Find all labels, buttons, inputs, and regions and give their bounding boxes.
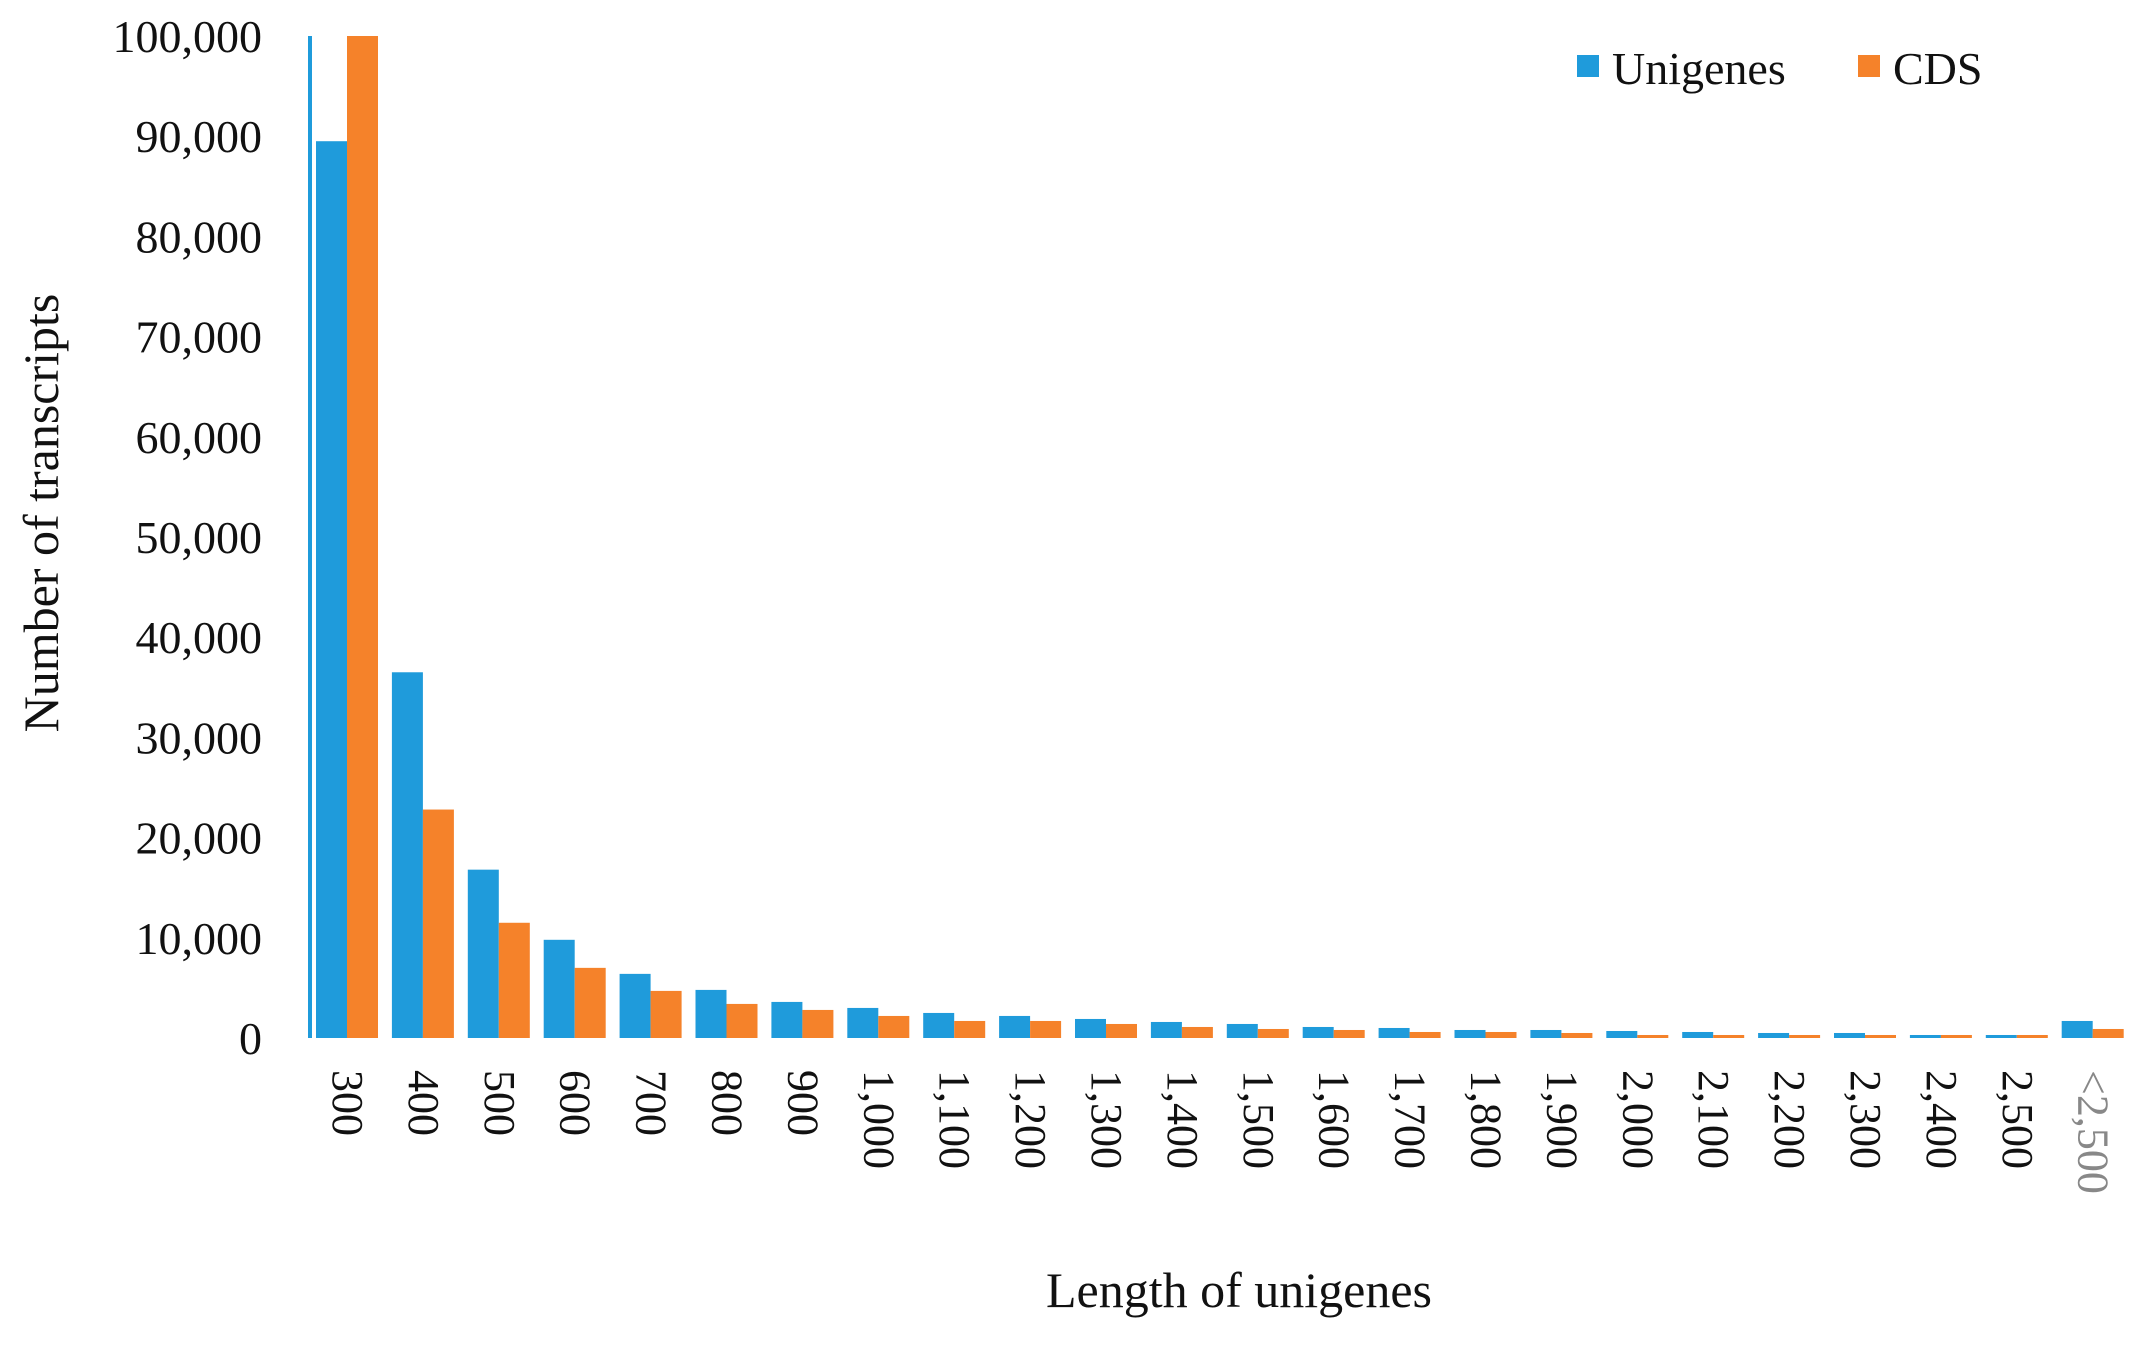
bar-cds-800	[726, 1003, 758, 1038]
legend: Unigenes CDS	[1577, 43, 1982, 94]
bar-unigenes-1800	[1454, 1029, 1486, 1038]
bar-cds-1800	[1485, 1031, 1517, 1038]
bar-unigenes-2500	[1985, 1034, 2017, 1038]
x-axis-title: Length of unigenes	[1046, 1262, 1432, 1318]
legend-swatch-cds	[1858, 55, 1880, 77]
x-tick-label: 400	[399, 1070, 448, 1136]
bar-unigenes-1300	[1075, 1018, 1106, 1038]
x-tick-label: 500	[475, 1070, 524, 1136]
bar-cds-1700	[1409, 1031, 1441, 1038]
bar-unigenes-1700	[1378, 1027, 1410, 1038]
x-tick-label: 1,600	[1310, 1070, 1359, 1169]
x-tick-label: 1,300	[1082, 1070, 1131, 1169]
bar-cds-1300	[1106, 1023, 1137, 1038]
bar-cds-1100	[954, 1020, 986, 1038]
bar-cds-1400	[1181, 1026, 1213, 1038]
bar-cds-1600	[1333, 1029, 1365, 1038]
y-tick-label: 40,000	[136, 612, 263, 663]
x-tick-label: 300	[323, 1070, 372, 1136]
x-tick-labels: 300 400 500 600 700 800 900 1,000 1,100 1,200 1,30…	[323, 1070, 2118, 1194]
bar-cds-300	[347, 36, 378, 1038]
x-tick-label: 1,400	[1158, 1070, 1207, 1169]
x-tick-label: 2,500	[1993, 1070, 2042, 1169]
y-tick-label: 80,000	[136, 211, 263, 262]
x-tick-label: <2,500	[2069, 1070, 2118, 1194]
bar-cds-1500	[1257, 1028, 1289, 1038]
bar-unigenes-1900	[1530, 1029, 1562, 1038]
bar-unigenes-900	[771, 1001, 803, 1038]
bar-unigenes-300	[316, 141, 347, 1038]
x-tick-label: 1,800	[1462, 1070, 1511, 1169]
y-tick-label: 70,000	[136, 312, 263, 363]
y-tick-label: 50,000	[136, 512, 263, 563]
x-tick-label: 2,300	[1841, 1070, 1890, 1169]
bar-unigenes-2200	[1758, 1032, 1790, 1038]
bar-cds-2300	[1865, 1034, 1896, 1038]
bar-cds-2000	[1637, 1034, 1669, 1038]
x-tick-label: 1,000	[854, 1070, 903, 1169]
x-tick-label: 900	[778, 1070, 827, 1136]
y-tick-label: 0	[239, 1013, 262, 1064]
bar-unigenes-2100	[1682, 1031, 1714, 1038]
bar-unigenes-1100	[923, 1012, 955, 1038]
x-tick-label: 1,100	[930, 1070, 979, 1169]
x-tick-label: 2,100	[1689, 1070, 1738, 1169]
legend-label-cds: CDS	[1893, 43, 1982, 94]
bar-cds-1900	[1561, 1032, 1593, 1038]
y-tick-label: 60,000	[136, 412, 263, 463]
bar-cds-2400	[1940, 1034, 1972, 1038]
x-tick-label: 2,000	[1613, 1070, 1662, 1169]
bar-unigenes-600	[543, 939, 575, 1038]
bar-unigenes-2000	[1606, 1030, 1638, 1038]
bar-cds-2500	[2016, 1034, 2048, 1038]
bar-unigenes-1200	[999, 1015, 1031, 1038]
y-tick-label: 30,000	[136, 712, 263, 763]
bar-unigenes-700	[619, 973, 651, 1038]
bar-unigenes-400	[391, 672, 423, 1038]
y-tick-labels: 0 10,000 20,000 30,000 40,000 50,000 60,000 70,…	[113, 11, 263, 1064]
bar-unigenes-1000	[847, 1007, 879, 1038]
y-tick-label: 10,000	[136, 913, 263, 964]
bar-unigenes-2400	[1909, 1034, 1941, 1038]
x-tick-label: 600	[551, 1070, 600, 1136]
bars	[316, 36, 2124, 1038]
bar-unigenes-2500	[2061, 1020, 2093, 1038]
legend-swatch-unigenes	[1577, 55, 1599, 77]
x-tick-label: 1,500	[1234, 1070, 1283, 1169]
bar-unigenes-2300	[1834, 1032, 1865, 1038]
x-tick-label: 1,900	[1537, 1070, 1586, 1169]
x-tick-label: 800	[703, 1070, 752, 1136]
bar-cds-500	[498, 922, 530, 1038]
y-tick-label: 90,000	[136, 111, 263, 162]
bar-cds-2100	[1713, 1034, 1745, 1038]
bar-cds-400	[422, 809, 454, 1038]
bar-unigenes-1500	[1226, 1023, 1258, 1038]
bar-cds-1000	[878, 1015, 910, 1038]
legend-label-unigenes: Unigenes	[1612, 43, 1786, 94]
y-tick-label: 100,000	[113, 11, 263, 62]
bar-cds-600	[574, 967, 606, 1038]
bar-cds-2200	[1789, 1034, 1821, 1038]
x-tick-label: 700	[627, 1070, 676, 1136]
bar-unigenes-1600	[1302, 1026, 1334, 1038]
bar-cds-1200	[1030, 1020, 1062, 1038]
bar-cds-2500	[2092, 1028, 2124, 1038]
x-tick-label: 1,700	[1386, 1070, 1435, 1169]
bar-unigenes-1400	[1150, 1021, 1182, 1038]
y-tick-label: 20,000	[136, 813, 263, 864]
x-tick-label: 2,400	[1917, 1070, 1966, 1169]
x-tick-label: 2,200	[1765, 1070, 1814, 1169]
bar-unigenes-800	[695, 989, 727, 1038]
bar-cds-900	[802, 1009, 834, 1038]
y-axis-title: Number of transcripts	[13, 294, 69, 733]
bar-unigenes-500	[467, 869, 499, 1038]
x-tick-label: 1,200	[1006, 1070, 1055, 1169]
bar-cds-700	[650, 990, 682, 1038]
